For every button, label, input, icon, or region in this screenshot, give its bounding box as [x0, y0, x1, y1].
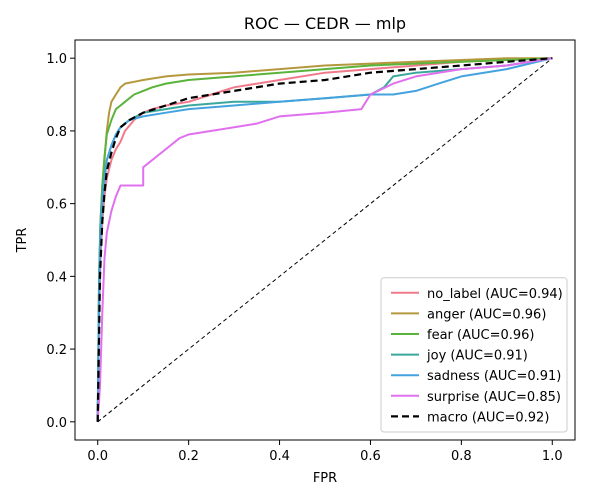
legend-entry-4: sadness (AUC=0.91): [427, 369, 561, 384]
legend-entry-2: fear (AUC=0.96): [427, 328, 535, 343]
y-axis: 0.0 0.2 0.4 0.6 0.8 1.0: [46, 52, 75, 431]
y-axis-label: TPR: [15, 228, 30, 254]
y-tick-label-1: 0.2: [46, 343, 67, 358]
legend-box: [380, 277, 568, 433]
y-tick-label-5: 1.0: [46, 52, 67, 67]
x-axis: 0.0 0.2 0.4 0.6 0.8 1.0: [87, 440, 563, 464]
y-tick-label-0: 0.0: [46, 416, 67, 431]
legend-entry-6: macro (AUC=0.92): [427, 410, 549, 425]
series-line-4: [96, 57, 553, 422]
x-tick-label-5: 1.0: [542, 449, 563, 464]
legend: no_label (AUC=0.94) anger (AUC=0.96) fear …: [380, 277, 568, 433]
x-tick-label-2: 0.4: [269, 449, 290, 464]
x-tick-label-4: 0.8: [451, 449, 472, 464]
plot-frame: [74, 39, 576, 441]
x-axis-label: FPR: [313, 471, 337, 486]
x-tick-label-1: 0.2: [178, 449, 199, 464]
legend-entry-3: joy (AUC=0.91): [426, 349, 528, 364]
series-line-6: [96, 57, 553, 422]
legend-entry-0: no_label (AUC=0.94): [427, 287, 563, 302]
y-tick-label-2: 0.4: [46, 270, 67, 285]
x-tick-label-3: 0.6: [360, 449, 381, 464]
y-tick-label-3: 0.6: [46, 198, 67, 213]
legend-entry-1: anger (AUC=0.96): [427, 307, 546, 322]
x-tick-label-0: 0.0: [87, 449, 108, 464]
y-tick-label-4: 0.8: [46, 125, 67, 140]
legend-entry-5: surprise (AUC=0.85): [427, 390, 561, 405]
chart-title: ROC — CEDR — mlp: [244, 14, 406, 33]
series-line-5: [96, 57, 553, 422]
series-line-7: [97, 57, 553, 423]
series-line-2: [96, 57, 553, 422]
plot-lines: [96, 57, 553, 423]
